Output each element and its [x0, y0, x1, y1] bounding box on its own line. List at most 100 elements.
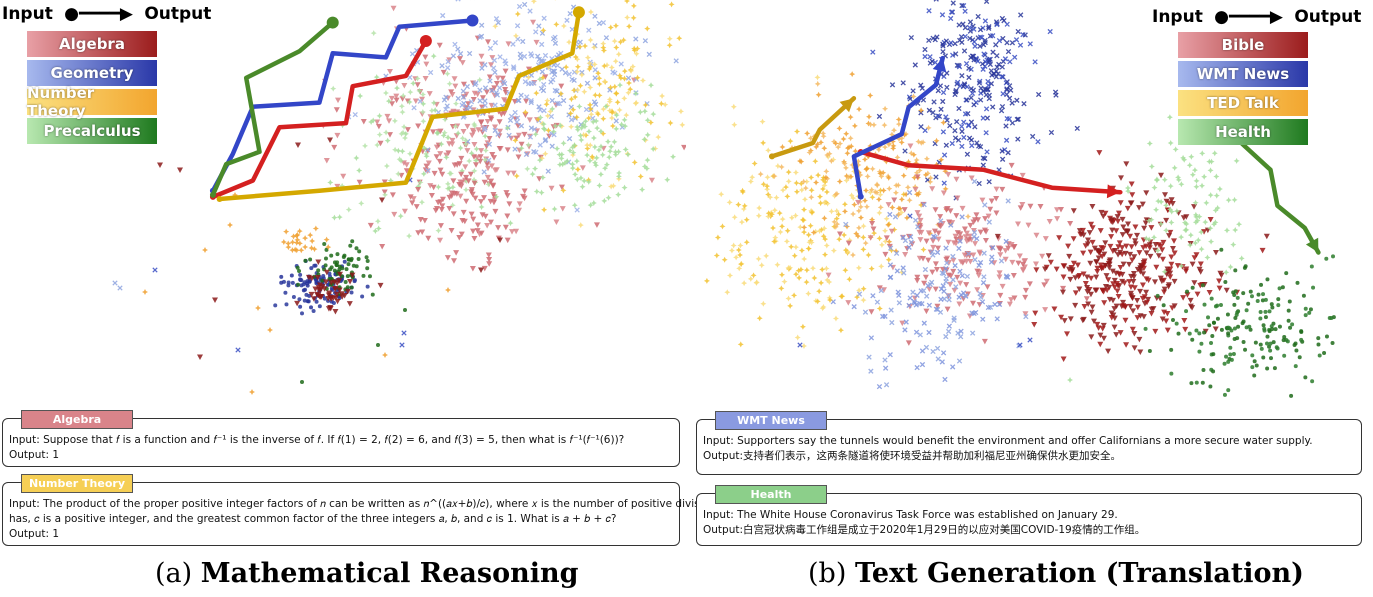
- ted-talk-point: [774, 261, 781, 268]
- bible-point: [1089, 239, 1096, 246]
- bible-point: [973, 212, 980, 218]
- ted-talk-point: [848, 192, 855, 199]
- precalculus-point: [644, 157, 651, 164]
- example-input: Input: Suppose that 𝑓 is a function and …: [9, 434, 625, 446]
- bible-point: [1130, 271, 1137, 277]
- precalculus-point: [590, 118, 597, 125]
- wmt-news-point: [971, 26, 977, 32]
- algebra-point: [504, 213, 511, 220]
- wmt-news-point: [1005, 48, 1012, 55]
- bible-point: [1189, 261, 1196, 268]
- geometry-point: [514, 119, 520, 125]
- precalculus-point: [593, 154, 600, 161]
- health-point: [1212, 219, 1219, 226]
- ted-talk-point: [916, 219, 923, 226]
- wmt-news-point: [962, 111, 969, 117]
- geometry-point: [487, 45, 494, 52]
- ted-talk-point: [801, 256, 808, 263]
- bible-point: [1088, 334, 1095, 340]
- bible-point: [1152, 328, 1159, 335]
- geometry-point: [492, 102, 498, 108]
- geometry-point: [508, 113, 515, 119]
- number-theory-point: [309, 237, 316, 244]
- precalculus-point: [558, 155, 565, 162]
- number-theory-point: [616, 106, 623, 113]
- health-point: [1145, 217, 1152, 224]
- ted-talk-point: [847, 114, 854, 121]
- bible-point: [1162, 192, 1169, 198]
- wmt-news-point: [977, 97, 984, 103]
- algebra-point: [337, 271, 344, 278]
- health-point: [1267, 329, 1272, 334]
- health-point: [1202, 219, 1209, 226]
- ted-talk-point: [877, 170, 884, 177]
- ted-talk-point: [797, 224, 804, 231]
- precalculus-point: [564, 158, 571, 165]
- algebra-point: [558, 83, 565, 90]
- algebra-point: [472, 195, 479, 202]
- bible-point: [1117, 200, 1124, 206]
- precalculus-point: [406, 232, 413, 239]
- geometry-point: [299, 283, 304, 288]
- precalculus-point: [345, 285, 350, 290]
- algebra-point: [316, 287, 323, 294]
- precalculus-point: [536, 157, 543, 164]
- algebra-point: [485, 252, 492, 259]
- ted-talk-point: [749, 174, 756, 181]
- ted-talk-point: [721, 256, 728, 263]
- ted-talk-point: [842, 164, 849, 171]
- wmt-news-point: [959, 128, 965, 135]
- bible-point: [1070, 208, 1077, 214]
- wmt-news-point: [999, 156, 1006, 162]
- ted-talk-point: [841, 208, 848, 215]
- algebra-point: [491, 85, 498, 91]
- number-theory-point: [676, 35, 683, 42]
- bible-point: [1166, 200, 1173, 206]
- ted-talk-point: [832, 223, 839, 230]
- bible-point: [1076, 286, 1083, 293]
- wmt-news-point: [966, 122, 972, 128]
- bible-point: [981, 338, 988, 345]
- precalculus-point: [595, 147, 602, 154]
- bible-point: [997, 292, 1004, 299]
- ted-talk-point: [888, 131, 895, 138]
- number-theory-point: [601, 78, 608, 85]
- ted-talk-point: [799, 323, 806, 330]
- precalculus-point: [577, 132, 584, 139]
- bible-point: [1123, 161, 1130, 167]
- bible-point: [1067, 276, 1074, 283]
- ted-talk-point: [878, 263, 885, 270]
- geometry-point: [492, 69, 498, 76]
- geometry-point: [571, 77, 577, 84]
- bible-point: [1053, 266, 1060, 273]
- bible-point: [963, 230, 970, 237]
- wmt-news-point: [893, 250, 900, 256]
- bible-point: [1140, 261, 1147, 268]
- health-point: [1195, 237, 1202, 244]
- bible-point: [883, 235, 890, 241]
- health-point: [1244, 308, 1249, 313]
- io-output-label: Output: [1294, 7, 1362, 27]
- example-box-number-theory: Number Theory Input: The product of the …: [2, 474, 725, 546]
- wmt-news-point: [943, 245, 949, 251]
- wmt-news-point: [862, 309, 869, 315]
- ted-talk-point: [861, 156, 868, 163]
- algebra-point: [401, 83, 408, 89]
- bible-point: [1182, 326, 1189, 333]
- ted-talk-point: [880, 169, 887, 176]
- ted-talk-point: [800, 178, 807, 185]
- algebra-point: [367, 222, 374, 229]
- bible-point: [1069, 267, 1076, 273]
- algebra-point: [486, 261, 493, 267]
- ted-talk-point: [823, 265, 830, 272]
- precalculus-point: [664, 176, 671, 183]
- health-point: [1143, 326, 1148, 331]
- ted-talk-point: [808, 207, 815, 214]
- health-point: [1322, 350, 1327, 355]
- algebra-point: [559, 206, 566, 212]
- number-theory-point: [545, 127, 552, 134]
- bible-point: [1140, 271, 1147, 277]
- algebra-point: [513, 228, 520, 235]
- trajectory-number-theory: [217, 10, 582, 202]
- bible-point: [970, 219, 977, 225]
